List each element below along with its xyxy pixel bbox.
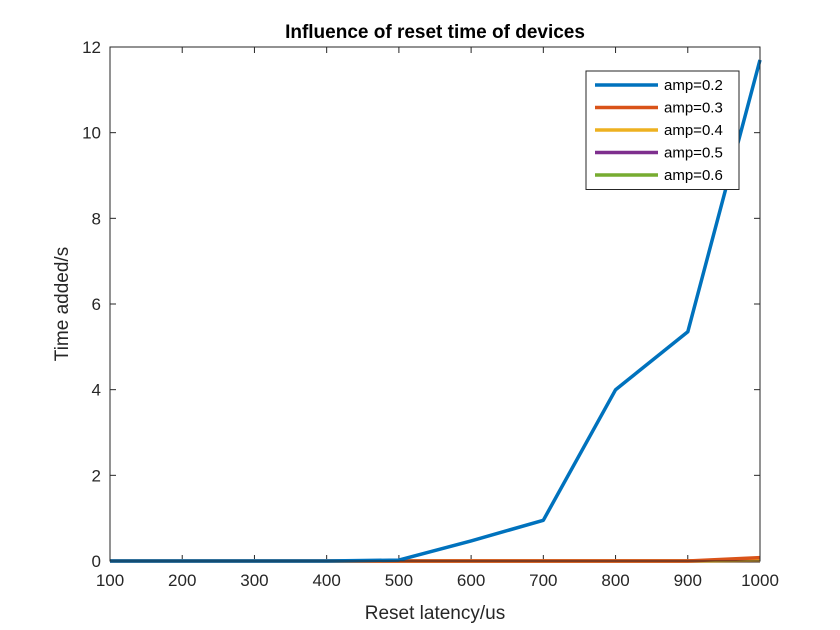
x-axis-label: Reset latency/us bbox=[365, 603, 505, 624]
x-tick-label: 100 bbox=[96, 571, 124, 590]
y-tick-label: 4 bbox=[92, 381, 101, 400]
x-tick-label: 500 bbox=[385, 571, 413, 590]
x-tick-label: 900 bbox=[674, 571, 702, 590]
axis-ticks: 100 200 300 400 500 600 700 800 900 1000 0 2 4 6 8 10 12 bbox=[82, 38, 779, 590]
legend-entry: amp=0.5 bbox=[664, 145, 723, 162]
legend-entry: amp=0.2 bbox=[664, 77, 723, 94]
y-tick-label: 10 bbox=[82, 124, 101, 143]
y-tick-label: 0 bbox=[92, 552, 101, 571]
legend-entry: amp=0.3 bbox=[664, 100, 723, 117]
legend-entry: amp=0.4 bbox=[664, 122, 723, 139]
y-tick-label: 6 bbox=[92, 295, 101, 314]
x-tick-label: 400 bbox=[312, 571, 340, 590]
x-tick-label: 300 bbox=[240, 571, 268, 590]
x-tick-label: 1000 bbox=[741, 571, 779, 590]
legend: amp=0.2 amp=0.3 amp=0.4 amp=0.5 amp=0.6 bbox=[585, 70, 740, 190]
y-tick-label: 12 bbox=[82, 38, 101, 57]
x-tick-label: 200 bbox=[168, 571, 196, 590]
y-tick-label: 8 bbox=[92, 209, 101, 228]
x-tick-label: 600 bbox=[457, 571, 485, 590]
plot-frame bbox=[109, 46, 761, 562]
legend-entry: amp=0.6 bbox=[664, 167, 723, 184]
y-axis-label: Time added/s bbox=[52, 247, 73, 361]
chart-title: Influence of reset time of devices bbox=[285, 22, 585, 43]
y-tick-label: 2 bbox=[92, 466, 101, 485]
x-tick-label: 800 bbox=[601, 571, 629, 590]
x-tick-label: 700 bbox=[529, 571, 557, 590]
